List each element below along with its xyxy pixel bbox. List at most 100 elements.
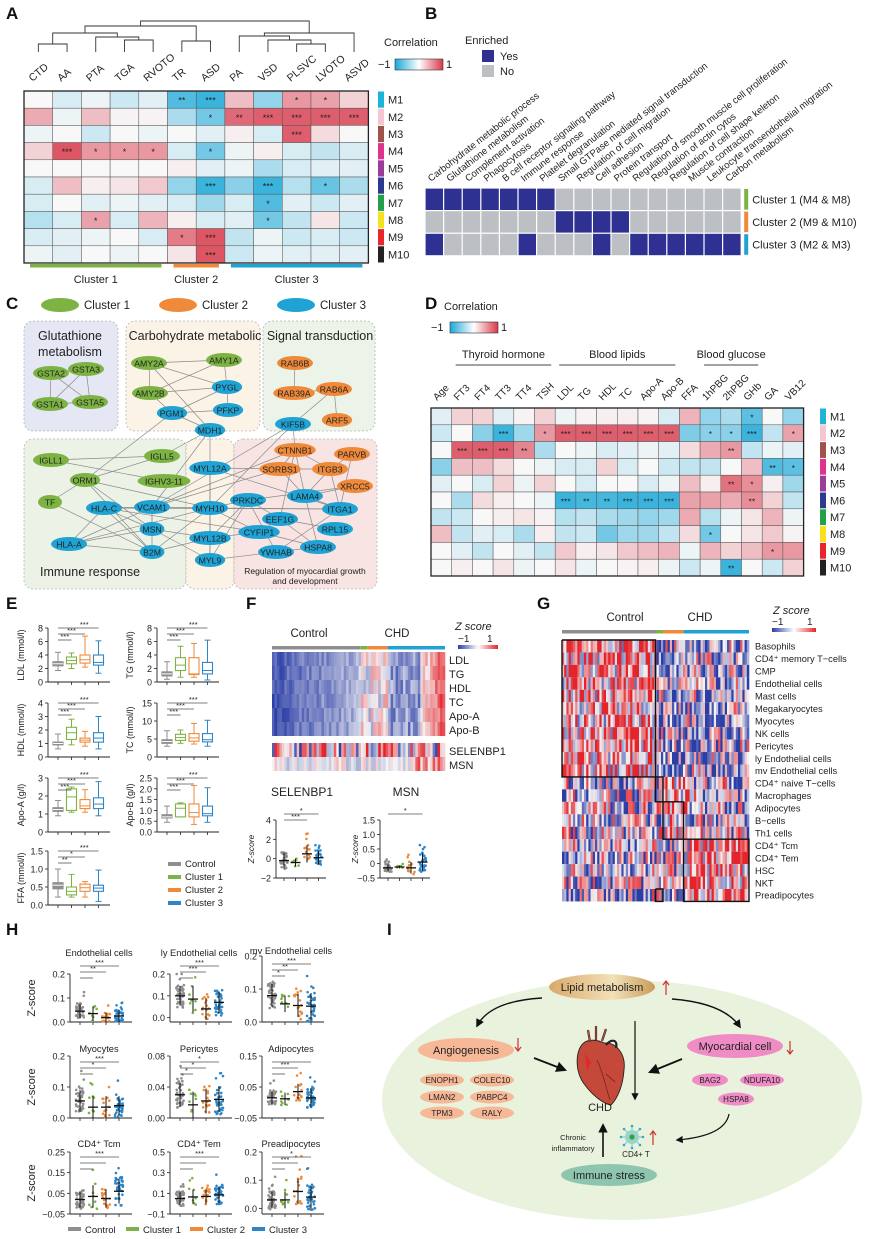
row-label: HDL <box>449 683 471 695</box>
heatmap-cell <box>606 714 609 728</box>
heatmap-cell <box>566 851 569 865</box>
heatmap-cell <box>564 739 567 753</box>
significance-mark: *** <box>581 429 592 439</box>
heatmap-cell <box>365 757 369 771</box>
heatmap-cell <box>590 889 594 902</box>
enriched-legend-title: Enriched <box>465 35 508 47</box>
heatmap-cell <box>643 839 646 852</box>
heatmap-cell <box>652 752 655 765</box>
heatmap-cell <box>735 714 739 728</box>
heatmap-cell <box>584 864 587 877</box>
heatmap-cell <box>568 864 572 877</box>
heatmap-cell <box>619 789 622 802</box>
data-point <box>406 869 410 873</box>
heatmap-cell <box>595 764 598 777</box>
data-point <box>179 1064 182 1068</box>
heatmap-cell <box>597 876 600 889</box>
heatmap-cell <box>672 640 675 653</box>
heatmap-cell <box>738 739 741 753</box>
heatmap-cell <box>595 826 598 840</box>
module-color-swatch <box>820 408 826 425</box>
heatmap-cell <box>597 640 600 653</box>
heatmap-cell <box>570 702 574 715</box>
module-color-swatch <box>378 91 384 108</box>
heart-icon <box>576 1026 625 1106</box>
heatmap-cell <box>358 652 362 666</box>
heatmap-cell <box>761 491 784 510</box>
heatmap-cell <box>614 801 618 815</box>
cell-type-label: Th1 cells <box>755 828 793 838</box>
heatmap-cell <box>373 708 377 722</box>
network-node <box>258 545 294 559</box>
significance-mark: *** <box>62 147 73 157</box>
heatmap-cell <box>718 664 721 678</box>
heatmap-cell <box>579 789 583 802</box>
heatmap-cell <box>608 839 611 852</box>
heatmap-cell <box>643 702 646 715</box>
heatmap-cell <box>370 708 374 722</box>
data-point <box>176 1002 179 1005</box>
data-point <box>95 1207 99 1210</box>
heatmap-cell <box>735 851 739 865</box>
heatmap-cell <box>731 826 734 840</box>
box <box>92 654 105 666</box>
heatmap-cell <box>581 727 585 740</box>
heatmap-cell <box>570 752 574 765</box>
heatmap-cell <box>729 864 732 877</box>
group-annotation-bar <box>683 630 749 634</box>
heatmap-cell <box>761 424 784 442</box>
data-point <box>106 1206 109 1210</box>
heatmap-cell <box>314 708 317 722</box>
heatmap-cell <box>634 789 638 802</box>
heatmap-cell <box>729 889 732 902</box>
heatmap-cell <box>716 764 719 777</box>
legend-swatch <box>168 862 181 866</box>
heatmap-cell <box>636 652 640 665</box>
significance-mark: *** <box>95 958 104 967</box>
data-point <box>179 1002 183 1006</box>
heatmap-cell <box>643 789 646 802</box>
y-tick-label: 0.5 <box>362 845 375 855</box>
network-edge <box>68 507 211 545</box>
heatmap-cell <box>617 826 620 840</box>
heatmap-cell <box>713 689 717 703</box>
heatmap-cell <box>338 757 342 771</box>
heatmap-cell <box>412 694 416 708</box>
heatmap-cell <box>224 228 254 247</box>
heatmap-cell <box>696 814 699 827</box>
heatmap-cell <box>698 876 701 889</box>
data-point <box>306 1106 309 1109</box>
heatmap-cell <box>656 851 660 865</box>
y-tick-label: 0 <box>38 828 43 838</box>
network-node-label: KIF5B <box>281 419 305 429</box>
heatmap-cell <box>634 764 638 777</box>
heatmap-cell <box>586 714 589 728</box>
heatmap-cell <box>575 702 578 715</box>
heatmap-cell <box>744 789 748 802</box>
heatmap-cell <box>595 876 598 889</box>
heatmap-cell <box>705 889 708 902</box>
heatmap-cell <box>390 680 394 694</box>
heatmap-cell <box>702 826 706 840</box>
y-axis-label: Apo-B (g/l) <box>125 783 135 826</box>
data-point <box>311 1088 314 1092</box>
heatmap-cell <box>689 664 693 678</box>
data-point <box>76 1016 80 1020</box>
data-point <box>208 1084 211 1088</box>
heatmap-cell <box>570 776 574 790</box>
data-point <box>305 1014 309 1018</box>
heatmap-cell <box>588 789 591 802</box>
heatmap-cell <box>705 677 708 690</box>
heatmap-cell <box>321 680 325 694</box>
heatmap-cell <box>674 776 677 790</box>
significance-mark: *** <box>291 130 302 140</box>
heatmap-cell <box>575 474 597 493</box>
heatmap-cell <box>632 677 635 690</box>
heatmap-cell <box>301 708 305 722</box>
heatmap-cell <box>388 722 391 736</box>
heatmap-cell <box>658 814 662 827</box>
heatmap-cell <box>472 458 494 476</box>
heatmap-cell <box>718 839 721 852</box>
legend-cluster1-label: Cluster 1 <box>84 300 130 312</box>
